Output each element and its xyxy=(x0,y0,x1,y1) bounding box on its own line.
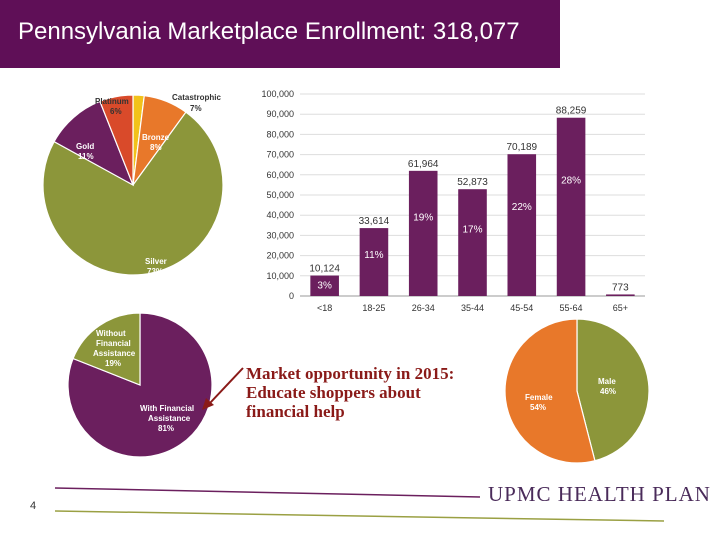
pie1-slice-label-gold-pct: 11% xyxy=(78,152,94,161)
bar-value-label: 88,259 xyxy=(556,106,587,117)
bar-percent-label: 19% xyxy=(413,213,433,224)
bar-y-tick-label: 90,000 xyxy=(266,109,294,119)
bar-value-label: 61,964 xyxy=(408,159,439,170)
pie1-slice-label-catastrophic-name: Catastrophic xyxy=(172,93,221,102)
gender-pie xyxy=(504,318,650,464)
bar-category-label: 35-44 xyxy=(461,303,484,313)
callout-text: Market opportunity in 2015: Educate shop… xyxy=(246,364,516,421)
logo: UPMC HEALTH PLAN xyxy=(488,482,711,506)
bar-chart-labels: 10,124 3% <18 33,614 11% 18-25 61,964 19% 26-34 5… xyxy=(309,106,629,313)
pie3-slice-label-female-pct: 54% xyxy=(530,403,546,412)
pie3-slice-label-female-name: Female xyxy=(525,393,553,402)
bar-category-label: <18 xyxy=(317,303,332,313)
pie1-slice-label-bronze-pct: 8% xyxy=(150,143,162,152)
bar-45-54 xyxy=(507,154,537,296)
bar-55-64 xyxy=(556,117,586,296)
bar-y-tick-label: 10,000 xyxy=(266,271,294,281)
pie2-slice-label-without-line1: Without xyxy=(96,329,126,338)
financial-assistance-pie xyxy=(67,312,213,458)
bar-35-44 xyxy=(458,189,487,296)
bar-value-label: 773 xyxy=(612,282,629,293)
bar-value-label: 33,614 xyxy=(359,216,390,227)
bar-26-34 xyxy=(408,170,438,296)
pie1-slice-label-gold-name: Gold xyxy=(76,142,94,151)
pie1-slice-label-platinum-name: Platinum xyxy=(95,97,129,106)
bar-y-tick-label: 30,000 xyxy=(266,230,294,240)
callout-line-2: Educate shoppers about xyxy=(246,383,421,402)
footer-line-olive xyxy=(54,510,665,522)
callout-line-1: Market opportunity in 2015: xyxy=(246,364,455,383)
bar-chart-y-ticks: 0 10,000 20,000 30,000 40,000 50,000 60,000 70,… xyxy=(261,89,294,301)
bar-y-tick-label: 80,000 xyxy=(266,129,294,139)
bar-category-label: 65+ xyxy=(613,303,628,313)
pie1-slice-silver xyxy=(42,111,224,276)
bar-y-tick-label: 60,000 xyxy=(266,170,294,180)
bar-y-tick-label: 20,000 xyxy=(266,251,294,261)
callout-arrow xyxy=(209,367,244,404)
bar-chart-bars xyxy=(310,117,635,296)
bar-category-label: 45-54 xyxy=(510,303,533,313)
bar-y-tick-label: 40,000 xyxy=(266,210,294,220)
pie2-slice-without-financial-assistance xyxy=(72,312,141,386)
bar-value-label: 52,873 xyxy=(457,177,488,188)
pie3-slice-female xyxy=(504,318,596,464)
bar-y-tick-label: 100,000 xyxy=(261,89,294,99)
pie3-slice-male xyxy=(576,318,650,462)
bar-percent-label: 17% xyxy=(462,225,482,236)
pie1-slice-platinum xyxy=(99,94,134,186)
bar-18 xyxy=(310,275,339,296)
plan-type-pie xyxy=(42,94,224,276)
bar-65 xyxy=(606,294,635,296)
pie3-slice-label-male-pct: 46% xyxy=(600,387,616,396)
bar-percent-label: 28% xyxy=(561,176,581,187)
footer-line-purple xyxy=(54,487,481,498)
pie2-slice-label-with-line1: With Financial xyxy=(140,404,194,413)
bar-percent-label: 22% xyxy=(512,202,532,213)
pie2-slice-label-with-pct: 81% xyxy=(158,424,174,433)
pie2-slice-label-without-pct: 19% xyxy=(105,359,121,368)
title-bar: Pennsylvania Marketplace Enrollment: 318… xyxy=(0,0,560,68)
pie2-slice-label-without-line3: Assistance xyxy=(93,349,136,358)
bar-category-label: 26-34 xyxy=(412,303,435,313)
pie1-slice-label-catastrophic-pct: 7% xyxy=(190,104,202,113)
pie2-slice-label-without-line2: Financial xyxy=(96,339,131,348)
pie2-slice-label-with-line2: Assistance xyxy=(148,414,191,423)
bar-category-label: 18-25 xyxy=(362,303,385,313)
bar-category-label: 55-64 xyxy=(560,303,583,313)
bar-value-label: 70,189 xyxy=(506,142,537,153)
pie1-slice-label-silver-pct: 73% xyxy=(147,267,163,276)
callout-line-3: financial help xyxy=(246,402,345,421)
page-number: 4 xyxy=(30,500,37,512)
bar-y-tick-label: 70,000 xyxy=(266,150,294,160)
bar-y-tick-label: 50,000 xyxy=(266,190,294,200)
pie1-slice-label-silver-name: Silver xyxy=(145,257,167,266)
bar-percent-label: 3% xyxy=(317,281,332,292)
bar-18-25 xyxy=(359,228,389,296)
bar-percent-label: 11% xyxy=(364,250,383,261)
slide-title: Pennsylvania Marketplace Enrollment: 318… xyxy=(18,18,520,45)
bar-y-tick-label: 0 xyxy=(289,291,294,301)
pie1-slice-label-bronze-name: Bronze xyxy=(142,133,170,142)
bar-value-label: 10,124 xyxy=(309,264,340,275)
pie1-slice-label-platinum-pct: 6% xyxy=(110,107,122,116)
callout-arrow-head xyxy=(202,398,214,410)
pie3-slice-label-male-name: Male xyxy=(598,377,616,386)
